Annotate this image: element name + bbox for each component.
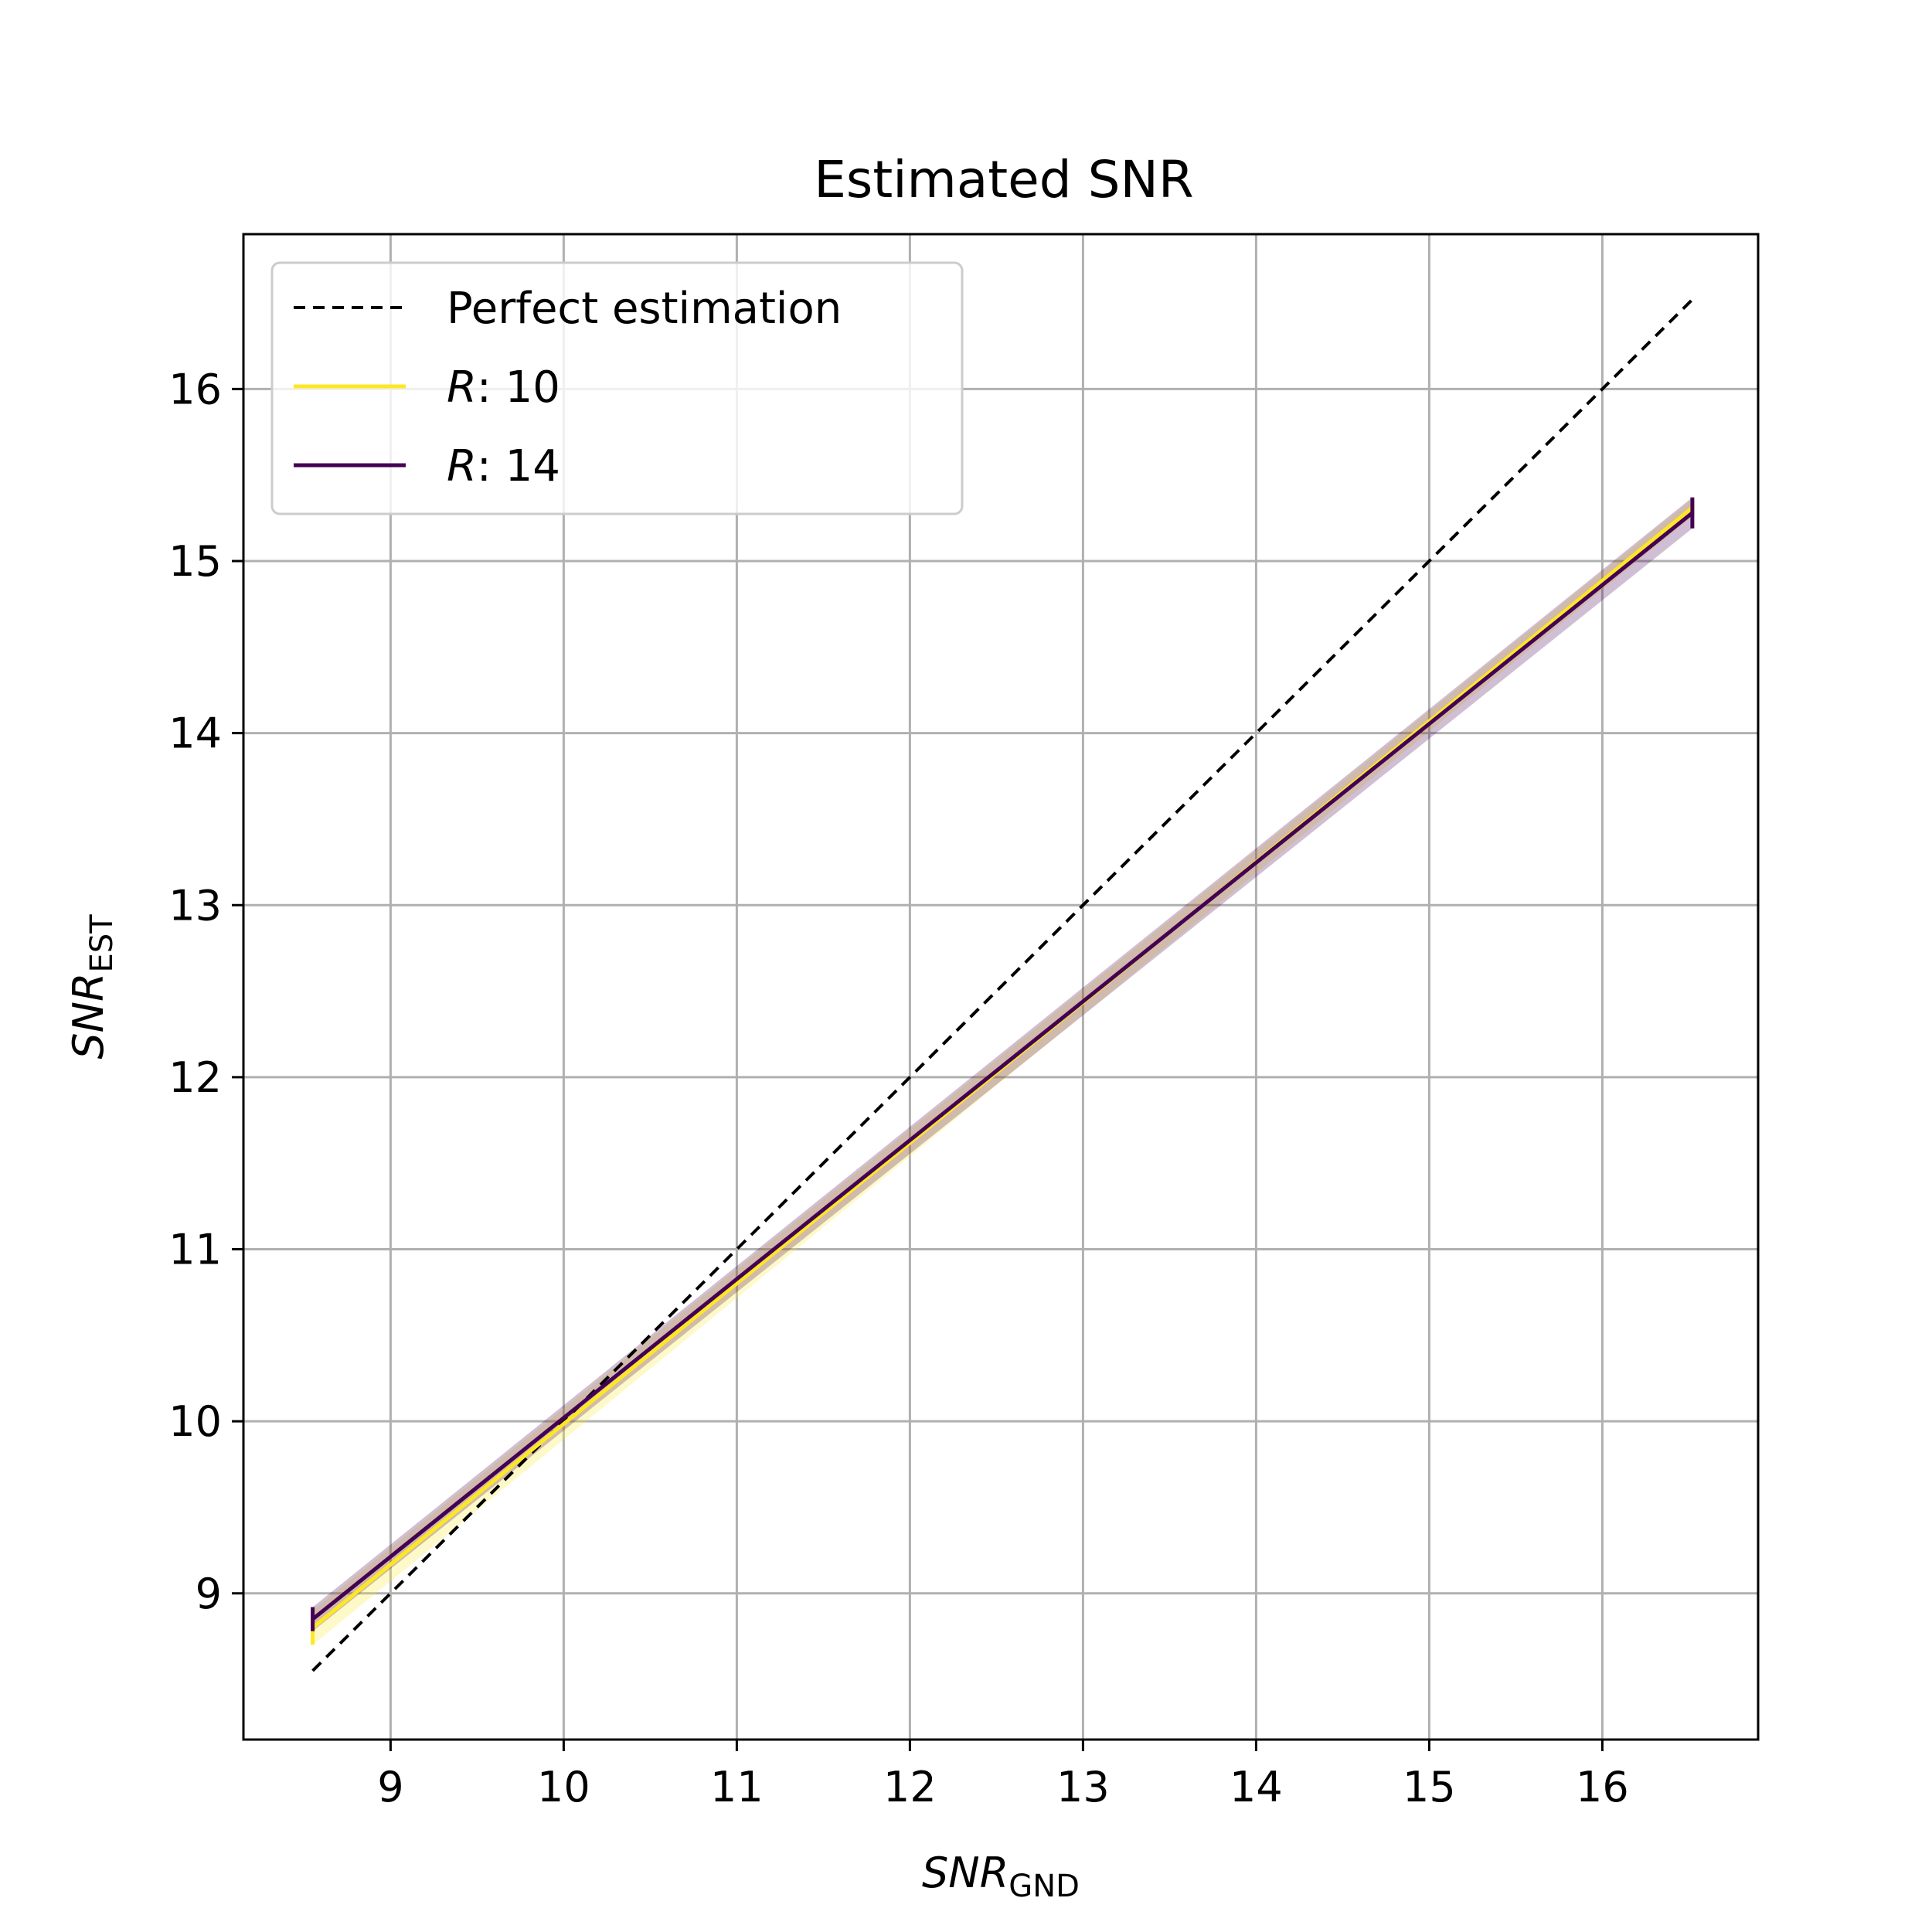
x-tick-label: 16 bbox=[1576, 1763, 1629, 1811]
plot-area-frame bbox=[242, 233, 1760, 1741]
x-axis-label: SNRGND bbox=[922, 1849, 1080, 1904]
y-tick-label: 11 bbox=[168, 1226, 222, 1274]
x-tick-label: 13 bbox=[1056, 1763, 1110, 1811]
legend-label-value: : 10 bbox=[477, 362, 560, 413]
legend-label-variable: R bbox=[447, 441, 477, 492]
chart-title: Estimated SNR bbox=[814, 150, 1194, 209]
y-tick-label: 9 bbox=[196, 1570, 222, 1618]
y-axis-label: SNREST bbox=[64, 914, 120, 1060]
x-tick-label: 11 bbox=[710, 1763, 764, 1811]
legend-label-variable: R bbox=[447, 362, 477, 413]
series-layer bbox=[311, 298, 1695, 1672]
legend-label-1: R: 10 bbox=[447, 362, 560, 413]
y-tick-label: 10 bbox=[168, 1397, 222, 1446]
legend-label-value: : 14 bbox=[477, 441, 560, 492]
x-axis-label-main: SNR bbox=[922, 1849, 1009, 1897]
legend-label-0: Perfect estimation bbox=[447, 284, 842, 334]
x-axis-label-subscript: GND bbox=[1009, 1869, 1080, 1904]
y-axis-label-subscript: EST bbox=[84, 914, 120, 973]
x-tick-label: 9 bbox=[377, 1763, 403, 1811]
y-tick-label: 16 bbox=[168, 365, 222, 413]
x-tick-label: 10 bbox=[537, 1763, 590, 1811]
tick-layer: 9 10 11 12 13 14 15 16 9 10 11 12 13 14 15 16 bbox=[168, 365, 1628, 1811]
legend-box bbox=[270, 261, 964, 515]
y-tick-label: 15 bbox=[168, 537, 222, 586]
x-tick-label: 15 bbox=[1403, 1763, 1456, 1811]
legend-label-value: Perfect estimation bbox=[447, 284, 842, 334]
legend-label-2: R: 14 bbox=[447, 441, 560, 492]
y-tick-label: 14 bbox=[168, 709, 222, 758]
series-0-line bbox=[311, 298, 1694, 1672]
y-axis-label-main: SNR bbox=[64, 972, 113, 1059]
y-tick-label: 13 bbox=[168, 881, 222, 930]
y-tick-label: 12 bbox=[168, 1053, 222, 1102]
series-2-line bbox=[311, 511, 1694, 1621]
x-tick-label: 14 bbox=[1230, 1763, 1283, 1811]
x-tick-label: 12 bbox=[883, 1763, 937, 1811]
